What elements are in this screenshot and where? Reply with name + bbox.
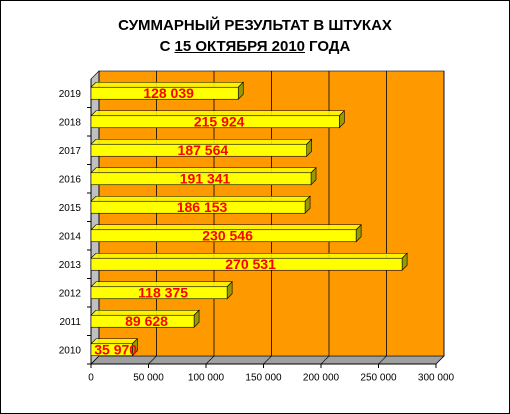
y-tick-label: 2018 (59, 117, 82, 128)
y-tick-label: 2013 (59, 260, 82, 271)
subtitle-part: С (159, 38, 171, 55)
value-label: 89 628 (125, 313, 168, 329)
bar (90, 257, 403, 271)
bar (90, 86, 239, 100)
y-tick-label: 2017 (59, 146, 82, 157)
bar (90, 172, 312, 186)
y-tick-label: 2015 (59, 203, 82, 214)
grid-floor (90, 355, 100, 365)
chart-title: СУММАРНЫЙ РЕЗУЛЬТАТ В ШТУКАХ (118, 17, 392, 34)
y-tick-label: 2014 (59, 231, 82, 242)
value-label: 191 341 (180, 170, 231, 186)
grid-floor (435, 355, 445, 365)
chart-subtitle: С 15 ОКТЯБРЯ 2010 ГОДА (1, 36, 509, 57)
y-tick-label: 2010 (59, 345, 82, 356)
grid-floor (378, 355, 387, 365)
x-tick-label: 300 000 (418, 373, 455, 384)
x-tick-label: 0 (88, 373, 94, 384)
bar (90, 343, 133, 357)
value-label: 215 924 (194, 113, 245, 129)
value-label: 35 970 (94, 341, 137, 357)
x-tick-label: 150 000 (245, 373, 282, 384)
bar (90, 115, 340, 129)
bar (90, 200, 306, 214)
value-label: 186 153 (177, 199, 228, 215)
x-tick-label: 100 000 (188, 373, 225, 384)
grid-floor (205, 355, 215, 365)
value-label: 128 039 (143, 85, 194, 101)
x-tick-label: 250 000 (360, 373, 397, 384)
y-tick-label: 2016 (59, 174, 82, 185)
value-label: 230 546 (202, 227, 253, 243)
subtitle-date: 15 ОКТЯБРЯ 2010 (174, 38, 306, 55)
grid-floor (320, 355, 330, 365)
subtitle-part: ГОДА (309, 38, 351, 55)
bar (90, 229, 357, 243)
grid-floor (263, 355, 272, 365)
bar (90, 314, 195, 328)
y-tick-label: 2011 (59, 317, 81, 328)
value-label: 270 531 (225, 256, 276, 272)
x-tick-label: 50 000 (133, 373, 164, 384)
bar (90, 286, 228, 300)
value-label: 118 375 (138, 284, 188, 300)
x-tick-label: 200 000 (303, 373, 340, 384)
y-tick-label: 2019 (59, 89, 82, 100)
title-block: СУММАРНЫЙ РЕЗУЛЬТАТ В ШТУКАХ С 15 ОКТЯБРЯ… (1, 15, 509, 57)
y-tick-label: 2012 (59, 288, 82, 299)
grid-floor (148, 355, 157, 365)
value-label: 187 564 (178, 142, 229, 158)
bar (90, 143, 307, 157)
